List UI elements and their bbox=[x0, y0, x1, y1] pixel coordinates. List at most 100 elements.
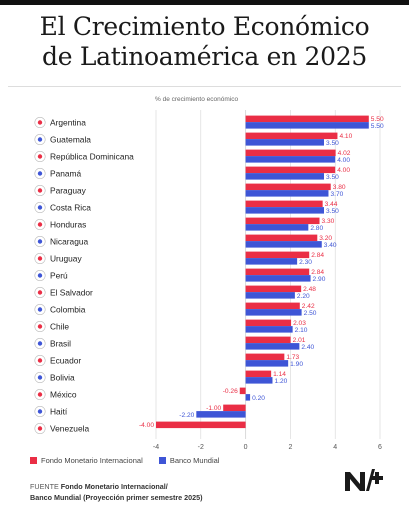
data-label-wb: 2.40 bbox=[301, 344, 314, 351]
bar-wb bbox=[196, 411, 246, 418]
flag-center bbox=[37, 375, 43, 380]
bar-wb bbox=[245, 224, 309, 231]
source-line-2: Banco Mundial (Proyección primer semestr… bbox=[30, 493, 203, 502]
data-label-wb: 0.20 bbox=[252, 395, 265, 402]
data-label-wb: 4.00 bbox=[337, 157, 350, 164]
top-bar bbox=[0, 0, 409, 5]
flag-center bbox=[37, 392, 43, 397]
data-label-imf: 2.84 bbox=[311, 252, 324, 259]
category-label: Chile bbox=[50, 322, 69, 332]
flag-center bbox=[37, 324, 43, 329]
data-label-imf: 5.50 bbox=[371, 116, 384, 123]
x-tick-label: -4 bbox=[153, 444, 159, 451]
data-label-wb: 2.30 bbox=[299, 259, 312, 266]
chart-legend: Fondo Monetario Internacional Banco Mund… bbox=[30, 456, 233, 466]
category-label: Bolivia bbox=[50, 373, 75, 383]
category-label: Panamá bbox=[50, 169, 82, 179]
data-label-imf: 4.02 bbox=[338, 150, 351, 157]
category-label: Perú bbox=[50, 271, 68, 281]
bar-wb bbox=[245, 309, 302, 316]
bar-imf bbox=[245, 166, 336, 174]
data-label-wb: 3.50 bbox=[326, 174, 339, 181]
flag-center bbox=[37, 188, 43, 193]
data-label-imf: 1.14 bbox=[273, 371, 286, 378]
flag-center bbox=[37, 290, 43, 295]
flag-center bbox=[37, 171, 43, 176]
bar-wb bbox=[245, 394, 251, 401]
data-label-imf: 2.01 bbox=[293, 337, 306, 344]
bar-wb bbox=[245, 156, 336, 163]
bar-imf bbox=[245, 217, 320, 225]
flag-center bbox=[37, 154, 43, 159]
bar-imf bbox=[245, 200, 323, 208]
bar-wb bbox=[245, 275, 311, 282]
flag-center bbox=[37, 137, 43, 142]
bar-imf bbox=[245, 149, 336, 157]
bar-wb bbox=[245, 139, 324, 146]
source-prefix: FUENTE bbox=[30, 482, 59, 491]
data-label-wb: 2.80 bbox=[310, 225, 323, 232]
bar-imf bbox=[245, 115, 369, 123]
flag-center bbox=[37, 120, 43, 125]
category-label: Nicaragua bbox=[50, 237, 89, 247]
bar-wb bbox=[245, 190, 329, 197]
category-label: Uruguay bbox=[50, 254, 82, 264]
bar-wb bbox=[245, 292, 295, 299]
data-label-wb: 5.50 bbox=[371, 123, 384, 130]
flag-center bbox=[37, 273, 43, 278]
data-label-imf: 4.10 bbox=[339, 133, 352, 140]
legend-label-imf: Fondo Monetario Internacional bbox=[41, 456, 143, 465]
data-label-imf: 3.80 bbox=[333, 184, 346, 191]
bar-imf bbox=[245, 353, 285, 361]
flag-center bbox=[37, 341, 43, 346]
bar-imf bbox=[245, 370, 272, 378]
data-label-wb: 3.70 bbox=[330, 191, 343, 198]
category-label: Colombia bbox=[50, 305, 86, 315]
bar-imf bbox=[245, 234, 318, 242]
category-label: Argentina bbox=[50, 118, 86, 128]
category-label: Costa Rica bbox=[50, 203, 91, 213]
category-label: Paraguay bbox=[50, 186, 87, 196]
data-label-wb: -2.20 bbox=[179, 412, 194, 419]
title-line-2: de Latinoamérica en 2025 bbox=[42, 42, 367, 71]
data-label-imf: 4.00 bbox=[337, 167, 350, 174]
flag-center bbox=[37, 307, 43, 312]
category-label: República Dominicana bbox=[50, 152, 134, 162]
category-label: Haití bbox=[50, 407, 68, 417]
data-label-imf: -1.00 bbox=[206, 405, 221, 412]
flag-center bbox=[37, 358, 43, 363]
data-label-imf: 3.30 bbox=[322, 218, 335, 225]
legend-swatch-imf bbox=[30, 457, 37, 464]
flag-center bbox=[37, 205, 43, 210]
flag-center bbox=[37, 409, 43, 414]
title-divider bbox=[8, 86, 401, 87]
data-label-imf: -4.00 bbox=[139, 422, 154, 429]
source-note: FUENTE Fondo Monetario Internacional/ Ba… bbox=[30, 481, 203, 503]
data-label-wb: 2.90 bbox=[313, 276, 326, 283]
data-label-wb: 2.50 bbox=[304, 310, 317, 317]
bar-wb bbox=[245, 360, 289, 367]
data-label-imf: 3.44 bbox=[325, 201, 338, 208]
x-axis-label: % de crecimiento económico bbox=[155, 96, 238, 103]
category-label: Venezuela bbox=[50, 424, 89, 434]
x-tick-label: 4 bbox=[333, 444, 337, 451]
data-label-wb: 3.50 bbox=[326, 208, 339, 215]
bar-imf bbox=[245, 302, 300, 310]
source-line-1: Fondo Monetario Internacional/ bbox=[60, 482, 168, 491]
page-title: El Crecimiento Económico de Latinoaméric… bbox=[0, 12, 409, 72]
data-label-imf: 1.73 bbox=[286, 354, 299, 361]
flag-center bbox=[37, 222, 43, 227]
category-label: Honduras bbox=[50, 220, 86, 230]
data-label-wb: 2.10 bbox=[295, 327, 308, 334]
bar-wb bbox=[245, 241, 322, 248]
bar-wb bbox=[245, 122, 369, 129]
legend-item-imf: Fondo Monetario Internacional bbox=[30, 456, 143, 465]
data-label-imf: -0.26 bbox=[223, 388, 238, 395]
x-tick-label: -2 bbox=[198, 444, 204, 451]
bar-wb bbox=[245, 258, 298, 265]
bar-wb bbox=[245, 207, 324, 214]
bar-imf bbox=[245, 336, 291, 344]
flag-center bbox=[37, 426, 43, 431]
bar-imf bbox=[239, 387, 246, 395]
